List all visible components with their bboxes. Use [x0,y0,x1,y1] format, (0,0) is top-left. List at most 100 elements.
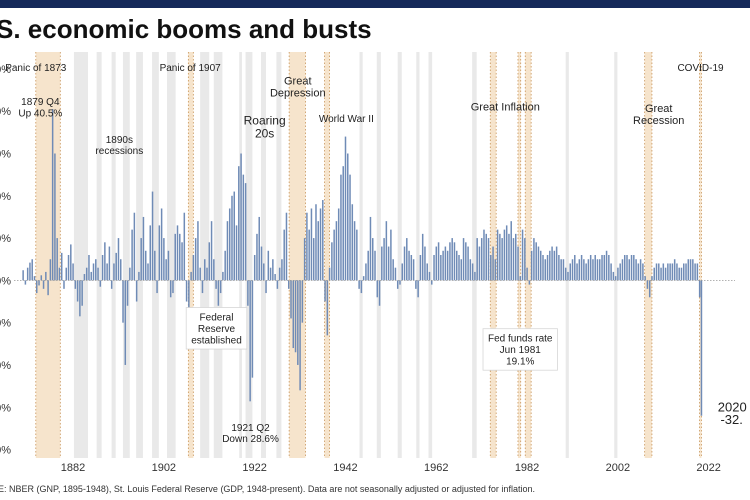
bar-24 [76,280,79,302]
bar-278 [653,267,655,281]
bar-274 [644,276,646,281]
bar-151 [365,263,367,281]
bar-264 [621,259,624,281]
bar-173 [415,280,417,289]
bar-101 [251,280,254,378]
bar-73 [188,280,190,310]
bar-192 [458,255,460,281]
recession-band-18 [472,52,477,458]
bar-199 [474,271,476,281]
bar-60 [158,225,161,281]
bar-133 [324,280,326,302]
bar-180 [431,280,433,285]
bar-29 [88,255,90,281]
annotation: World War II [319,114,374,125]
y-tick-label: 0% [0,445,11,457]
bar-6 [36,280,38,294]
bar-281 [660,267,662,281]
bar-265 [623,255,626,281]
bar-271 [637,263,640,281]
bar-259 [610,263,612,281]
bar-177 [424,246,426,281]
bar-246 [580,255,583,281]
recession-band-11 [260,52,266,458]
bar-143 [347,153,349,281]
bar-7 [38,280,40,286]
bar-76 [194,238,197,281]
bar-41 [115,252,117,281]
bar-201 [478,246,481,281]
bar-203 [483,229,485,281]
bar-230 [544,259,547,281]
bar-209 [496,229,499,281]
x-tick-label: 2002 [606,462,630,474]
recession-band-15 [397,52,402,458]
bar-165 [396,280,399,289]
y-tick-label: 0% [0,149,11,161]
bar-64 [167,250,170,281]
bar-113 [278,267,281,281]
annotation: Great [645,103,673,115]
bar-190 [453,242,456,281]
x-tick-label: 2022 [696,462,720,474]
bar-130 [317,221,320,281]
bar-118 [290,280,292,319]
bar-272 [639,259,642,281]
bar-210 [499,233,501,281]
y-tick-label: 0% [0,275,11,287]
bar-290 [680,267,683,281]
bar-109 [269,267,272,281]
bar-127 [310,208,313,281]
bar-222 [526,267,528,281]
bar-42 [117,238,120,281]
bar-214 [508,233,510,281]
bar-172 [412,259,415,281]
bar-273 [642,263,644,281]
bar-78 [199,267,201,281]
bar-67 [174,233,176,281]
bar-74 [190,271,192,281]
bar-90 [226,221,229,281]
event-band-6 [525,52,532,458]
bar-236 [558,255,560,281]
bar-266 [626,255,628,281]
bar-57 [151,191,154,281]
annotation: Great Inflation [471,101,540,113]
bar-288 [676,263,678,281]
y-tick-label: 0% [0,360,11,372]
bar-257 [605,250,608,281]
bar-139 [337,208,340,281]
bar-279 [655,263,658,281]
bar-287 [673,259,676,281]
bar-100 [249,280,251,402]
bar-202 [480,238,483,281]
bar-146 [353,221,356,281]
bar-242 [571,259,574,281]
bar-45 [124,280,127,365]
bar-239 [564,267,567,281]
bar-270 [635,259,637,281]
bar-124 [303,238,306,281]
bar-162 [390,229,392,281]
recession-band-1 [96,52,102,458]
bar-197 [469,259,472,281]
bar-262 [617,267,619,281]
bar-1 [24,280,27,285]
bar-144 [349,174,351,281]
bar-181 [433,255,435,281]
bar-191 [455,250,458,281]
bar-284 [667,263,669,281]
recession-band-13 [359,52,363,458]
bar-14 [54,153,56,281]
bar-240 [567,271,569,281]
bar-250 [589,255,592,281]
bar-237 [560,259,562,281]
annotation: Great [284,76,312,88]
bar-115 [283,229,285,281]
bar-226 [535,242,537,281]
bar-21 [70,244,72,281]
bar-3 [29,262,31,281]
bar-223 [528,280,531,285]
